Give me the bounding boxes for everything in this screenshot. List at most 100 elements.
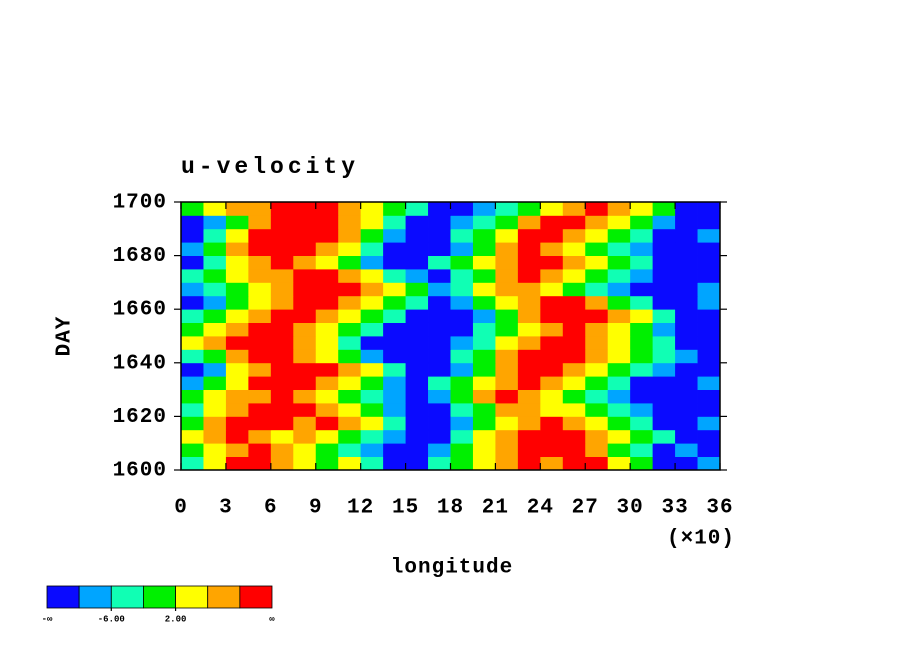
field-cell — [607, 429, 631, 444]
field-cell — [181, 376, 204, 390]
colorbar-swatch — [46, 585, 80, 609]
field-cell — [293, 282, 317, 297]
field-cell — [607, 202, 631, 216]
field-cell — [315, 443, 339, 457]
field-cell — [562, 429, 586, 444]
field-cell — [270, 309, 294, 323]
field-cell — [675, 202, 698, 216]
field-cell — [225, 295, 249, 310]
field-cell — [181, 269, 204, 283]
field-cell — [338, 429, 362, 444]
field-cell — [383, 309, 406, 323]
field-cell — [517, 269, 541, 283]
field-cell — [697, 336, 721, 350]
colorbar-swatch — [239, 585, 273, 609]
field-cell — [428, 336, 451, 350]
field-cell — [270, 456, 294, 471]
field-cell — [630, 282, 654, 297]
field-cell — [540, 228, 564, 243]
field-cell — [652, 443, 676, 457]
field-cell — [450, 429, 474, 444]
field-cell — [540, 255, 564, 270]
field-cell — [540, 456, 564, 471]
field-cell — [697, 362, 721, 377]
field-cell — [562, 215, 586, 230]
field-cell — [607, 309, 631, 323]
field-cell — [405, 456, 429, 471]
field-cell — [630, 309, 654, 323]
field-cell — [338, 309, 362, 323]
field-cell — [450, 362, 474, 377]
field-cell — [405, 295, 429, 310]
field-cell — [562, 269, 586, 283]
field-cell — [383, 295, 406, 310]
field-cell — [360, 336, 384, 350]
field-cell — [428, 255, 451, 270]
field-cell — [338, 215, 362, 230]
colorbar-swatch — [175, 585, 209, 609]
field-cell — [181, 403, 204, 417]
field-cell — [360, 309, 384, 323]
field-cell — [315, 336, 339, 350]
field-cell — [405, 309, 429, 323]
field-cell — [630, 456, 654, 471]
field-cell — [630, 416, 654, 431]
field-cell — [315, 349, 339, 364]
field-cell — [652, 389, 676, 404]
field-cell — [428, 362, 451, 377]
field-cell — [675, 255, 698, 270]
x-axis-label: longitude — [391, 557, 513, 580]
field-cell — [585, 349, 609, 364]
field-cell — [225, 443, 249, 457]
field-cell — [495, 295, 519, 310]
field-cell — [225, 242, 249, 256]
field-cell — [315, 362, 339, 377]
field-cell — [181, 215, 204, 230]
field-cell — [495, 282, 519, 297]
field-cell — [472, 376, 496, 390]
field-cell — [517, 215, 541, 230]
field-cell — [697, 389, 721, 404]
field-cell — [315, 242, 339, 256]
field-cell — [270, 202, 294, 216]
field-cell — [472, 416, 496, 431]
field-cell — [652, 456, 676, 471]
field-cell — [472, 403, 496, 417]
field-cell — [517, 456, 541, 471]
field-cell — [585, 242, 609, 256]
field-cell — [225, 362, 249, 377]
field-cell — [630, 362, 654, 377]
field-cell — [360, 429, 384, 444]
field-cell — [225, 269, 249, 283]
field-cell — [562, 336, 586, 350]
field-cell — [338, 403, 362, 417]
field-cell — [181, 295, 204, 310]
field-cell — [293, 403, 317, 417]
x-tick-label: 30 — [617, 497, 644, 520]
field-cell — [203, 336, 227, 350]
field-cell — [450, 215, 474, 230]
field-cell — [697, 282, 721, 297]
field-cell — [248, 403, 272, 417]
field-cell — [517, 309, 541, 323]
field-cell — [540, 202, 564, 216]
field-cell — [338, 443, 362, 457]
field-cell — [293, 309, 317, 323]
field-cell — [338, 255, 362, 270]
field-cell — [203, 215, 227, 230]
field-cell — [315, 376, 339, 390]
field-cell — [585, 309, 609, 323]
field-cell — [697, 295, 721, 310]
field-cell — [203, 443, 227, 457]
field-cell — [450, 403, 474, 417]
field-cell — [562, 362, 586, 377]
field-cell — [338, 242, 362, 256]
colorbar-tick-label: -6.00 — [98, 614, 125, 624]
field-cell — [652, 362, 676, 377]
field-cell — [293, 362, 317, 377]
field-cell — [495, 322, 519, 337]
field-cell — [338, 362, 362, 377]
x-tick-label: 33 — [661, 497, 688, 520]
field-cell — [450, 376, 474, 390]
field-cell — [607, 456, 631, 471]
